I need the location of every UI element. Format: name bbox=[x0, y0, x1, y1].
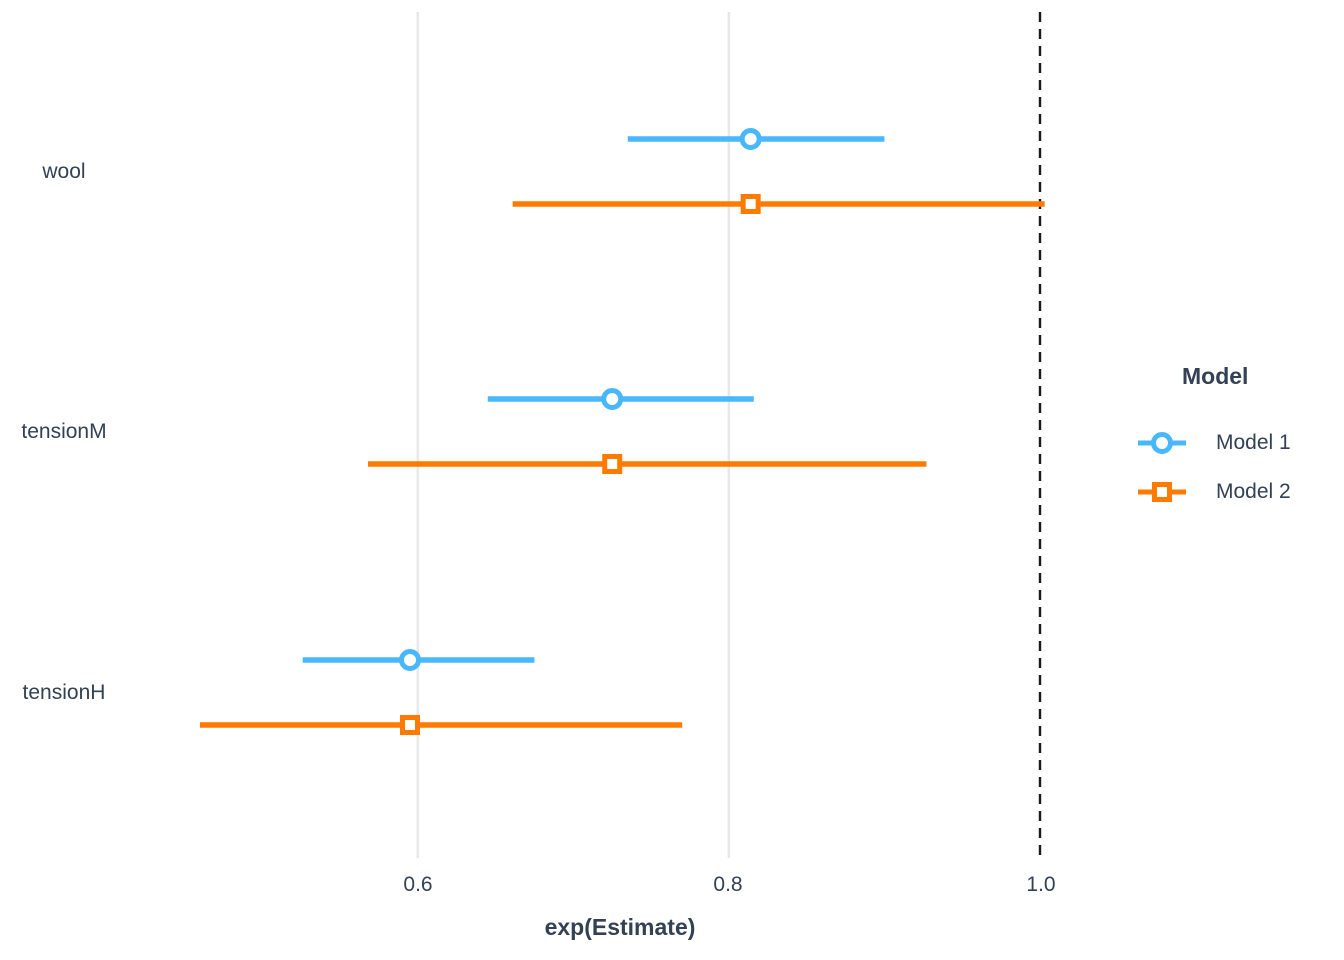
estimate-marker-model-1-tensionM bbox=[601, 388, 624, 410]
estimate-marker-model-2-tensionM bbox=[602, 454, 623, 474]
estimate-marker-model-2-wool bbox=[740, 194, 761, 214]
legend-key-marker-model-2 bbox=[1152, 482, 1172, 502]
estimate-marker-model-1-tensionH bbox=[399, 649, 421, 671]
x-axis-tick-0.8: 0.8 bbox=[713, 873, 743, 896]
y-axis-label-wool: wool bbox=[42, 160, 86, 183]
y-axis-label-tensionH: tensionH bbox=[22, 681, 106, 704]
x-axis-title: exp(Estimate) bbox=[544, 914, 696, 940]
x-axis-tick-1.0: 1.0 bbox=[1026, 873, 1056, 896]
legend-label-model-2: Model 2 bbox=[1216, 480, 1291, 503]
legend-label-model-1: Model 1 bbox=[1216, 431, 1291, 454]
legend-entry-model-2: Model 2 bbox=[1136, 475, 1344, 509]
model-1-circle-key-icon bbox=[1138, 432, 1186, 454]
estimate-marker-model-1-wool bbox=[739, 128, 762, 150]
legend-entry-model-1: Model 1 bbox=[1136, 426, 1344, 460]
estimate-marker-model-2-tensionH bbox=[400, 715, 420, 735]
legend-key-marker-model-1 bbox=[1151, 432, 1173, 454]
legend: Model Model 1 Model 2 bbox=[1136, 362, 1344, 524]
y-axis-label-tensionM: tensionM bbox=[21, 420, 107, 443]
legend-title: Model bbox=[1182, 363, 1249, 389]
model-2-square-key-icon bbox=[1138, 482, 1186, 502]
x-axis-tick-0.6: 0.6 bbox=[403, 873, 433, 896]
